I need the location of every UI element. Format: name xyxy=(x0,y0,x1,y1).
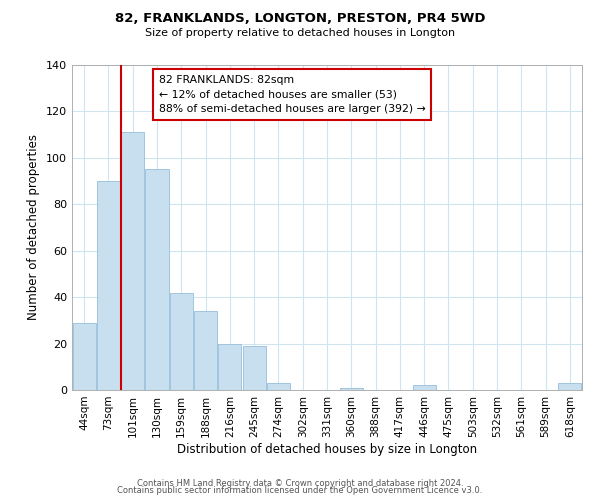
Bar xyxy=(218,344,241,390)
Bar xyxy=(340,388,363,390)
Bar xyxy=(121,132,144,390)
Y-axis label: Number of detached properties: Number of detached properties xyxy=(28,134,40,320)
Bar xyxy=(242,346,266,390)
Bar xyxy=(145,170,169,390)
Bar xyxy=(267,383,290,390)
Text: 82, FRANKLANDS, LONGTON, PRESTON, PR4 5WD: 82, FRANKLANDS, LONGTON, PRESTON, PR4 5W… xyxy=(115,12,485,26)
Text: 82 FRANKLANDS: 82sqm
← 12% of detached houses are smaller (53)
88% of semi-detac: 82 FRANKLANDS: 82sqm ← 12% of detached h… xyxy=(158,74,425,114)
Bar xyxy=(194,311,217,390)
Bar xyxy=(97,181,120,390)
Text: Size of property relative to detached houses in Longton: Size of property relative to detached ho… xyxy=(145,28,455,38)
Text: Contains HM Land Registry data © Crown copyright and database right 2024.: Contains HM Land Registry data © Crown c… xyxy=(137,478,463,488)
Text: Contains public sector information licensed under the Open Government Licence v3: Contains public sector information licen… xyxy=(118,486,482,495)
Bar xyxy=(413,386,436,390)
Bar xyxy=(559,383,581,390)
Bar xyxy=(170,292,193,390)
Bar xyxy=(73,322,95,390)
X-axis label: Distribution of detached houses by size in Longton: Distribution of detached houses by size … xyxy=(177,442,477,456)
